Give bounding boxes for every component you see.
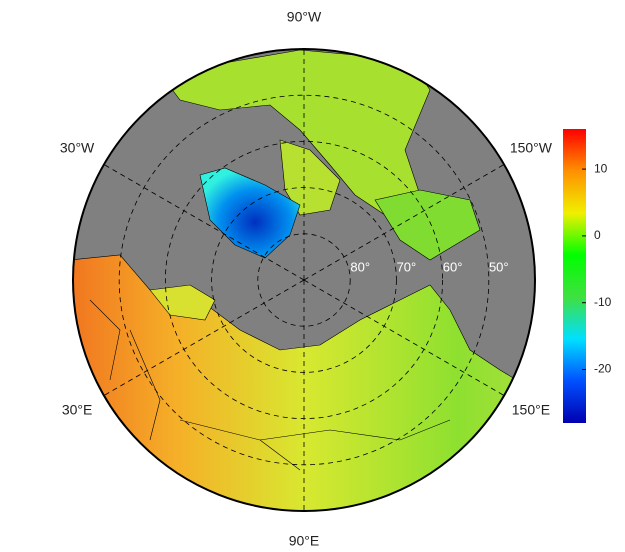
longitude-label: 30°W	[60, 140, 95, 156]
labels: 80° 70° 60° 50° 90°W 30°W 150°W 30°E 150°E 90°E	[60, 9, 553, 549]
canada-islands	[279, 139, 341, 216]
latitude-label: 60°	[443, 259, 463, 274]
colorbar: 10 0 -10 -20	[563, 129, 612, 423]
graticule	[103, 49, 505, 511]
map-border	[72, 48, 536, 512]
map-area	[73, 49, 535, 511]
meridian	[103, 279, 305, 396]
latitude-label: 80°	[350, 259, 370, 274]
latitude-label: 50°	[489, 259, 509, 274]
meridian	[303, 164, 505, 281]
longitude-label: 90°W	[287, 9, 322, 25]
meridian	[103, 164, 305, 281]
colorbar-tick-label: -20	[594, 362, 612, 376]
borders	[89, 299, 451, 471]
colorbar-tick-label: 0	[594, 228, 601, 242]
latitude-label: 70°	[397, 259, 417, 274]
scandinavia	[149, 284, 216, 321]
meridian	[303, 279, 505, 396]
longitude-label: 150°E	[512, 402, 550, 418]
longitude-label: 150°W	[510, 140, 553, 156]
alaska	[374, 189, 481, 261]
longitude-label: 90°E	[289, 533, 320, 549]
longitude-label: 30°E	[62, 402, 93, 418]
greenland	[199, 167, 301, 259]
colorbar-tick-label: -10	[594, 295, 612, 309]
colorbar-ramp	[563, 129, 586, 423]
colorbar-tick-label: 10	[594, 161, 608, 175]
